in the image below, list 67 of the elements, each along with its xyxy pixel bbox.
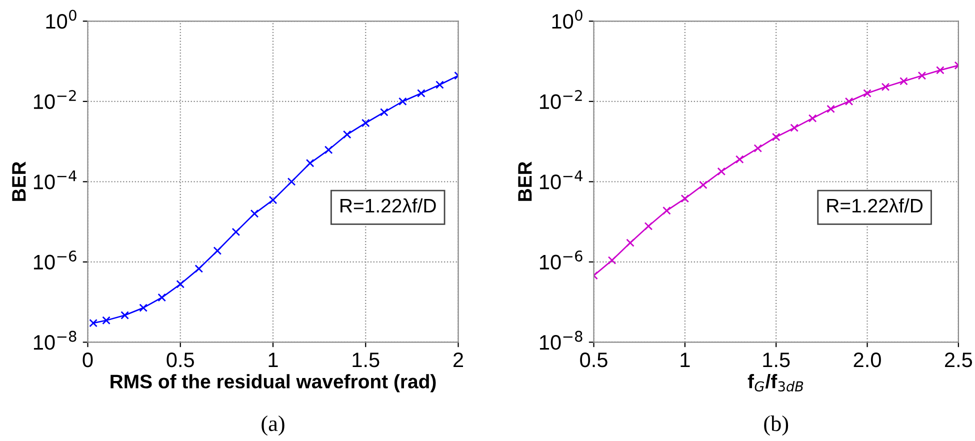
x-tick-label: 0.5 <box>580 352 608 368</box>
point <box>918 71 926 80</box>
point <box>232 228 240 236</box>
point <box>772 132 780 142</box>
point <box>699 180 708 190</box>
point <box>644 222 653 230</box>
point <box>398 97 407 106</box>
point <box>881 82 890 92</box>
x-tick-label: 0.5 <box>166 352 194 368</box>
point <box>120 311 129 320</box>
x-tick-label: 0 <box>82 352 93 368</box>
point <box>139 304 148 312</box>
y-tick-label: 10$^{−2}$ <box>34 90 76 110</box>
point <box>268 196 278 204</box>
point <box>662 206 671 215</box>
point <box>436 80 444 89</box>
point <box>102 316 110 325</box>
point <box>158 293 166 302</box>
annotation: R=1.22λf/D <box>827 198 923 213</box>
point <box>863 89 872 98</box>
y-tick-label: 10$^{−4}$ <box>34 170 76 190</box>
y-axis-title: BER <box>12 162 26 201</box>
point <box>324 146 333 154</box>
point <box>250 209 259 218</box>
point <box>176 280 185 288</box>
y-tick-label: 10$^{−6}$ <box>540 250 582 270</box>
annotation: R=1.22λf/D <box>340 198 436 213</box>
y-axis-title: BER <box>518 162 532 201</box>
point <box>626 238 634 247</box>
point <box>306 158 314 168</box>
text: (a) <box>262 415 284 436</box>
point <box>936 66 944 74</box>
point <box>717 167 726 176</box>
x-tick-label: 1.5 <box>352 352 380 368</box>
y-tick-label: 10$^{−8}$ <box>540 330 582 350</box>
point <box>808 114 817 122</box>
y-tick-label: 10$^{0}$ <box>46 10 76 29</box>
point <box>417 89 426 98</box>
x-tick-label: 2.5 <box>944 352 972 368</box>
point <box>826 104 835 114</box>
y-tick-label: 10$^{−2}$ <box>540 90 582 110</box>
point <box>754 144 762 152</box>
point <box>194 264 204 273</box>
x-axis-title: RMS of the residual wavefront (rad) <box>110 374 436 392</box>
x-axis-title: f$_{G}$/f$_{3dB}$ <box>748 374 804 392</box>
x-tick-label: 2 <box>454 352 463 368</box>
point <box>790 124 798 132</box>
point <box>287 178 296 186</box>
point <box>380 108 388 116</box>
x-tick-label: 1 <box>680 352 690 368</box>
y-tick-label: 10$^{−4}$ <box>540 170 582 190</box>
y-tick-label: 10$^{−8}$ <box>34 330 76 350</box>
point <box>680 194 690 203</box>
point <box>361 118 370 128</box>
x-tick-label: 2.0 <box>854 352 881 368</box>
y-tick-label: 10$^{0}$ <box>552 10 582 29</box>
text: (b) <box>764 415 788 436</box>
point <box>735 155 744 164</box>
point <box>213 246 222 255</box>
point <box>608 256 616 264</box>
point <box>342 130 352 139</box>
y-tick-label: 10$^{−6}$ <box>34 250 76 270</box>
point <box>844 97 854 106</box>
point <box>89 318 98 328</box>
x-tick-label: 1 <box>268 352 278 368</box>
point <box>900 76 908 86</box>
x-tick-label: 1.5 <box>763 352 790 368</box>
